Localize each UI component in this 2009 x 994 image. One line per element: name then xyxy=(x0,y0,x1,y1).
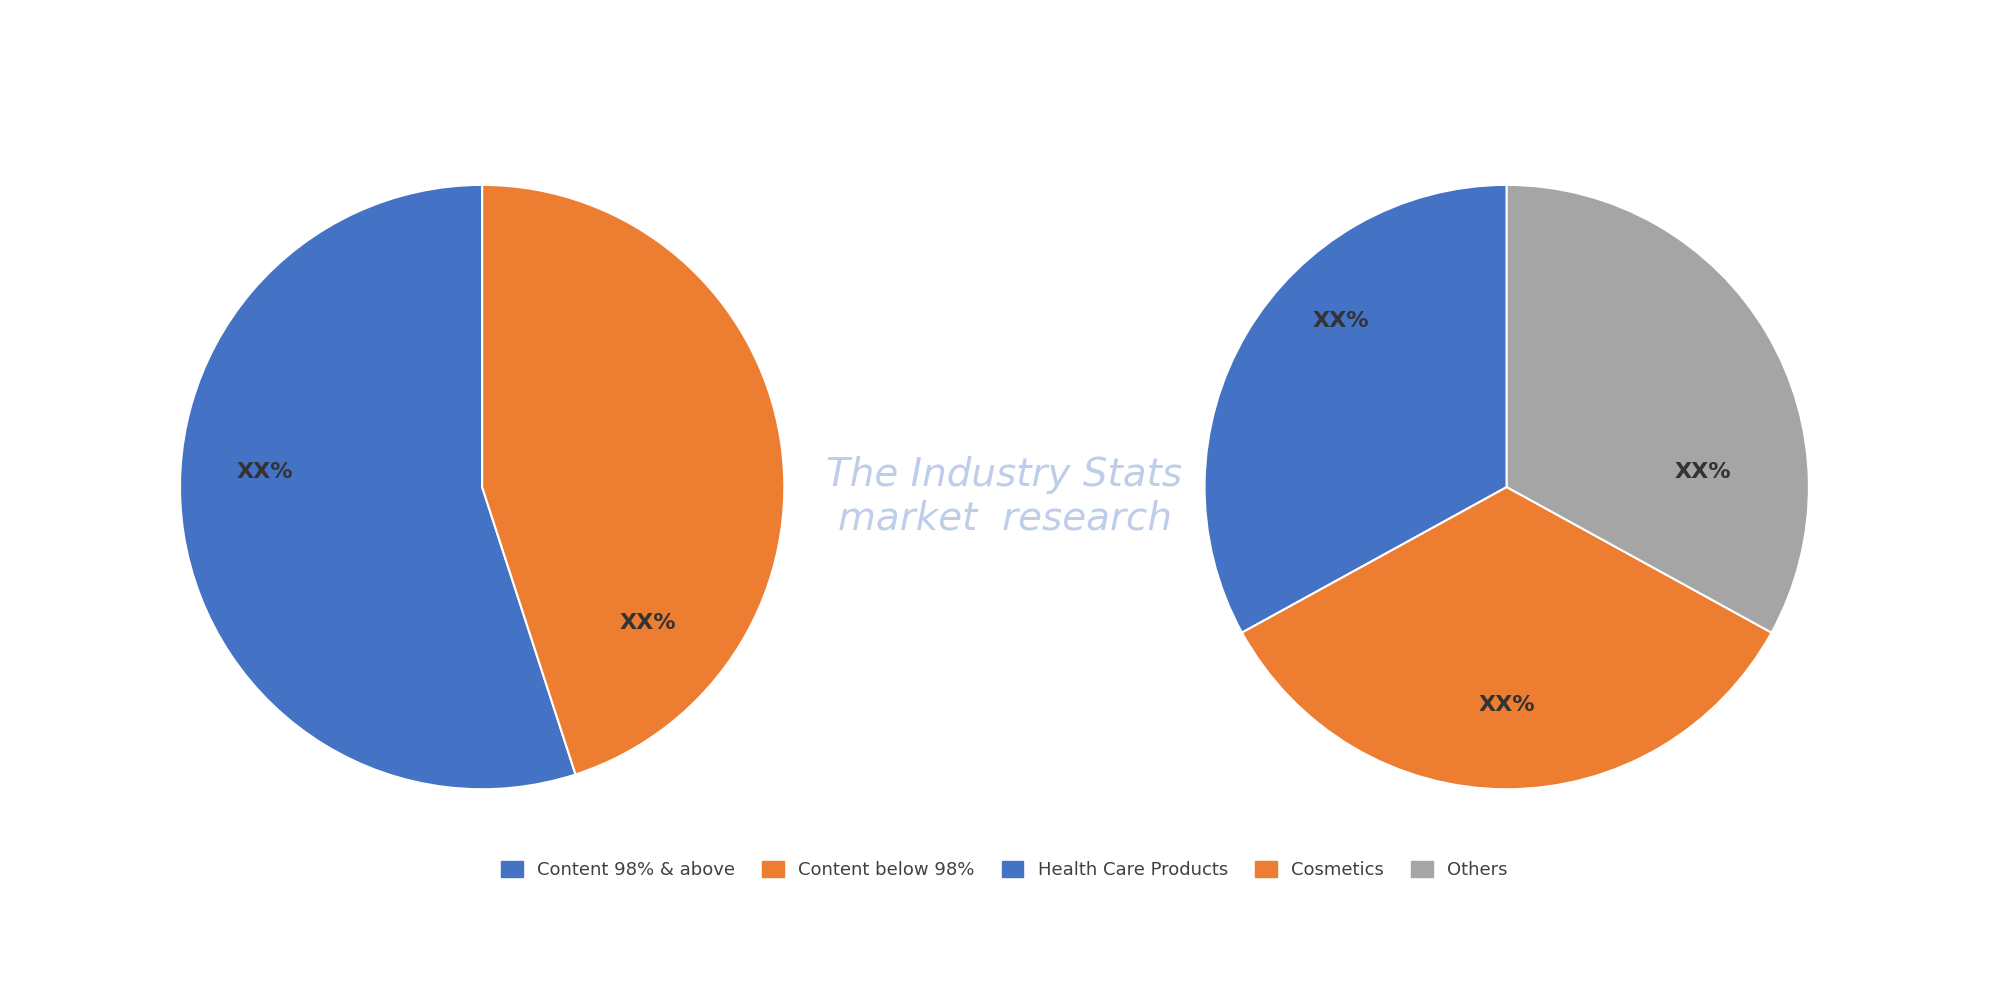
Wedge shape xyxy=(1205,185,1507,632)
Text: The Industry Stats
market  research: The Industry Stats market research xyxy=(826,456,1183,538)
Text: XX%: XX% xyxy=(1312,311,1368,331)
Wedge shape xyxy=(1507,185,1808,632)
Text: XX%: XX% xyxy=(1676,462,1732,482)
Wedge shape xyxy=(1242,487,1772,789)
Wedge shape xyxy=(181,185,575,789)
Legend: Content 98% & above, Content below 98%, Health Care Products, Cosmetics, Others: Content 98% & above, Content below 98%, … xyxy=(494,854,1515,886)
Text: XX%: XX% xyxy=(1479,695,1535,715)
Text: Fig. Global Beta-Nicotinamide Mononucleotide (NMN) Market Share by Product Types: Fig. Global Beta-Nicotinamide Mononucleo… xyxy=(225,38,1784,67)
Text: Source: Theindustrystats Analysis: Source: Theindustrystats Analysis xyxy=(40,952,360,971)
Wedge shape xyxy=(482,185,784,774)
Text: XX%: XX% xyxy=(621,613,677,633)
Text: Email: sales@theindustrystats.com: Email: sales@theindustrystats.com xyxy=(840,952,1169,971)
Text: Website: www.theindustrystats.com: Website: www.theindustrystats.com xyxy=(1627,952,1969,971)
Text: XX%: XX% xyxy=(237,462,293,482)
